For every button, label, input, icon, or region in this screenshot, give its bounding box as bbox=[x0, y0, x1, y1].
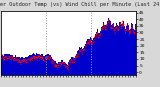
Text: Milwaukee Weather Outdoor Temp (vs) Wind Chill per Minute (Last 24 Hours): Milwaukee Weather Outdoor Temp (vs) Wind… bbox=[0, 2, 160, 7]
